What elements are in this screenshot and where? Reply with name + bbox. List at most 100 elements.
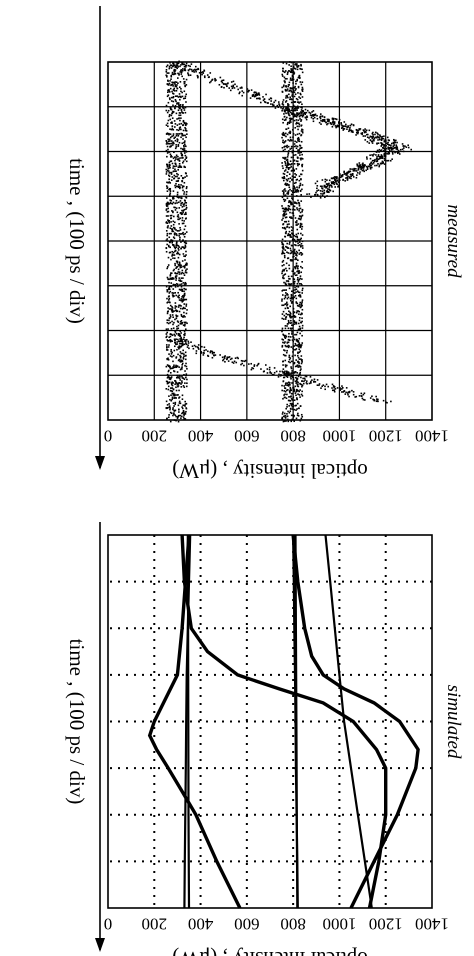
scatter-point bbox=[297, 113, 300, 115]
scatter-point bbox=[284, 216, 287, 219]
scatter-point bbox=[171, 117, 174, 119]
scatter-point bbox=[402, 147, 405, 149]
scatter-point bbox=[301, 188, 303, 191]
scatter-point bbox=[298, 241, 301, 243]
scatter-point bbox=[287, 190, 290, 192]
scatter-point bbox=[169, 290, 172, 293]
scatter-point bbox=[287, 252, 290, 254]
scatter-point bbox=[300, 223, 303, 225]
scatter-point bbox=[282, 289, 284, 291]
scatter-point bbox=[286, 251, 288, 254]
scatter-point bbox=[291, 232, 293, 235]
scatter-point bbox=[169, 240, 172, 243]
scatter-point bbox=[329, 122, 332, 125]
scatter-point bbox=[174, 69, 177, 71]
scatter-point bbox=[184, 200, 186, 202]
scatter-point bbox=[300, 376, 302, 379]
scatter-point bbox=[282, 368, 285, 370]
scatter-point bbox=[372, 135, 375, 138]
scatter-point bbox=[255, 91, 257, 94]
scatter-point bbox=[371, 159, 374, 162]
scatter-point bbox=[169, 371, 172, 374]
scatter-point bbox=[299, 157, 302, 160]
scatter-point bbox=[286, 223, 289, 226]
scatter-point bbox=[358, 128, 361, 130]
scatter-point bbox=[179, 354, 181, 357]
scatter-point bbox=[184, 315, 186, 318]
scatter-point bbox=[283, 170, 286, 172]
scatter-point bbox=[176, 234, 178, 237]
scatter-point bbox=[298, 365, 300, 367]
scatter-point bbox=[296, 78, 298, 81]
scatter-point bbox=[301, 153, 303, 156]
scatter-point bbox=[373, 139, 375, 142]
scatter-point bbox=[374, 136, 377, 139]
scatter-point bbox=[347, 171, 349, 173]
scatter-point bbox=[183, 334, 186, 336]
scatter-point bbox=[178, 345, 181, 347]
scatter-point bbox=[295, 297, 298, 300]
scatter-point bbox=[295, 147, 298, 150]
scatter-point bbox=[196, 74, 199, 77]
scatter-point bbox=[168, 65, 171, 68]
scatter-point bbox=[166, 64, 169, 67]
scatter-point bbox=[296, 408, 298, 410]
scatter-point bbox=[181, 180, 184, 182]
scatter-point bbox=[286, 161, 289, 164]
scatter-point bbox=[301, 128, 303, 131]
scatter-point bbox=[287, 360, 290, 363]
scatter-point bbox=[171, 125, 174, 127]
scatter-point bbox=[310, 380, 312, 383]
scatter-point bbox=[294, 322, 297, 324]
scatter-point bbox=[301, 71, 304, 74]
scatter-point bbox=[181, 219, 184, 222]
scatter-point bbox=[282, 177, 285, 180]
scatter-point bbox=[166, 382, 169, 385]
scatter-point bbox=[300, 304, 302, 306]
scatter-point bbox=[213, 354, 215, 357]
scatter-point bbox=[169, 192, 172, 194]
scatter-point bbox=[295, 359, 297, 361]
scatter-point bbox=[178, 389, 180, 392]
scatter-point bbox=[177, 158, 180, 160]
scatter-point bbox=[180, 211, 182, 214]
scatter-point bbox=[290, 404, 293, 407]
scatter-point bbox=[179, 157, 181, 159]
scatter-point bbox=[178, 279, 180, 282]
scatter-point bbox=[301, 210, 303, 213]
scatter-point bbox=[168, 395, 170, 397]
scatter-point bbox=[290, 117, 292, 120]
scatter-point bbox=[291, 78, 294, 81]
scatter-point bbox=[165, 185, 168, 187]
scatter-point bbox=[289, 200, 292, 203]
scatter-point bbox=[185, 231, 188, 233]
scatter-point bbox=[284, 89, 287, 92]
scatter-point bbox=[241, 90, 244, 92]
scatter-point bbox=[345, 391, 347, 394]
scatter-point bbox=[173, 170, 175, 172]
scatter-point bbox=[357, 165, 360, 168]
scatter-point bbox=[300, 245, 302, 247]
scatter-point bbox=[301, 292, 304, 294]
scatter-point bbox=[314, 113, 317, 116]
scatter-point bbox=[396, 152, 399, 155]
scatter-point bbox=[296, 267, 299, 269]
scatter-point bbox=[185, 365, 188, 368]
scatter-point bbox=[166, 164, 169, 167]
scatter-point bbox=[169, 304, 172, 307]
scatter-point bbox=[172, 394, 175, 396]
scatter-point bbox=[290, 346, 293, 348]
scatter-point bbox=[300, 120, 302, 122]
scatter-point bbox=[232, 84, 235, 87]
scatter-point bbox=[185, 283, 187, 285]
scatter-point bbox=[316, 117, 319, 120]
scatter-point bbox=[174, 159, 176, 162]
scatter-point bbox=[350, 123, 353, 126]
scatter-point bbox=[291, 150, 294, 153]
scatter-point bbox=[181, 95, 184, 98]
scatter-point bbox=[172, 295, 174, 298]
scatter-point bbox=[292, 156, 294, 159]
scatter-point bbox=[178, 296, 180, 299]
scatter-point bbox=[178, 366, 180, 368]
scatter-point bbox=[288, 396, 290, 398]
